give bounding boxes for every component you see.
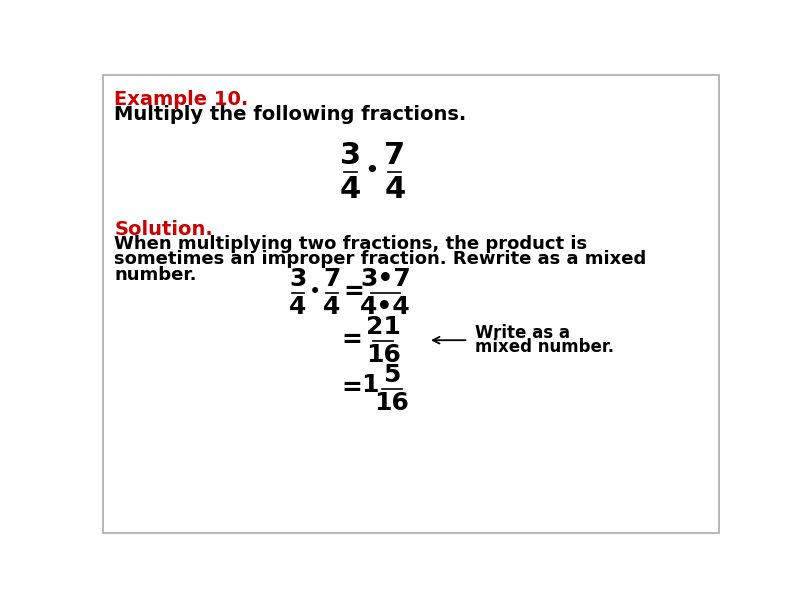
Text: 4: 4 [290, 295, 306, 319]
Text: •: • [364, 159, 379, 183]
Text: •: • [309, 282, 321, 302]
Text: 7: 7 [384, 141, 405, 170]
Text: Multiply the following fractions.: Multiply the following fractions. [114, 105, 467, 123]
Text: 4: 4 [340, 175, 361, 203]
Text: 7: 7 [323, 267, 341, 291]
Text: mixed number.: mixed number. [475, 338, 614, 356]
Text: number.: number. [114, 265, 196, 284]
Text: 3: 3 [340, 141, 361, 170]
Text: 5: 5 [383, 363, 400, 387]
Text: 4•4: 4•4 [360, 295, 411, 319]
Text: Write as a: Write as a [475, 324, 569, 343]
Text: Example 10.: Example 10. [114, 90, 249, 109]
Text: 3: 3 [290, 267, 306, 291]
FancyBboxPatch shape [103, 75, 719, 533]
Text: =: = [343, 281, 364, 305]
Text: When multiplying two fractions, the product is: When multiplying two fractions, the prod… [114, 235, 587, 253]
Text: =: = [342, 376, 363, 400]
Text: 16: 16 [375, 391, 409, 415]
Text: 4: 4 [323, 295, 341, 319]
Text: 21: 21 [366, 315, 400, 339]
Text: =: = [342, 328, 363, 352]
Text: 4: 4 [384, 175, 405, 203]
Text: 1: 1 [361, 373, 379, 397]
Text: Solution.: Solution. [114, 220, 213, 239]
Text: 16: 16 [366, 343, 400, 367]
Text: 3•7: 3•7 [360, 267, 411, 291]
Text: sometimes an improper fraction. Rewrite as a mixed: sometimes an improper fraction. Rewrite … [114, 250, 646, 268]
